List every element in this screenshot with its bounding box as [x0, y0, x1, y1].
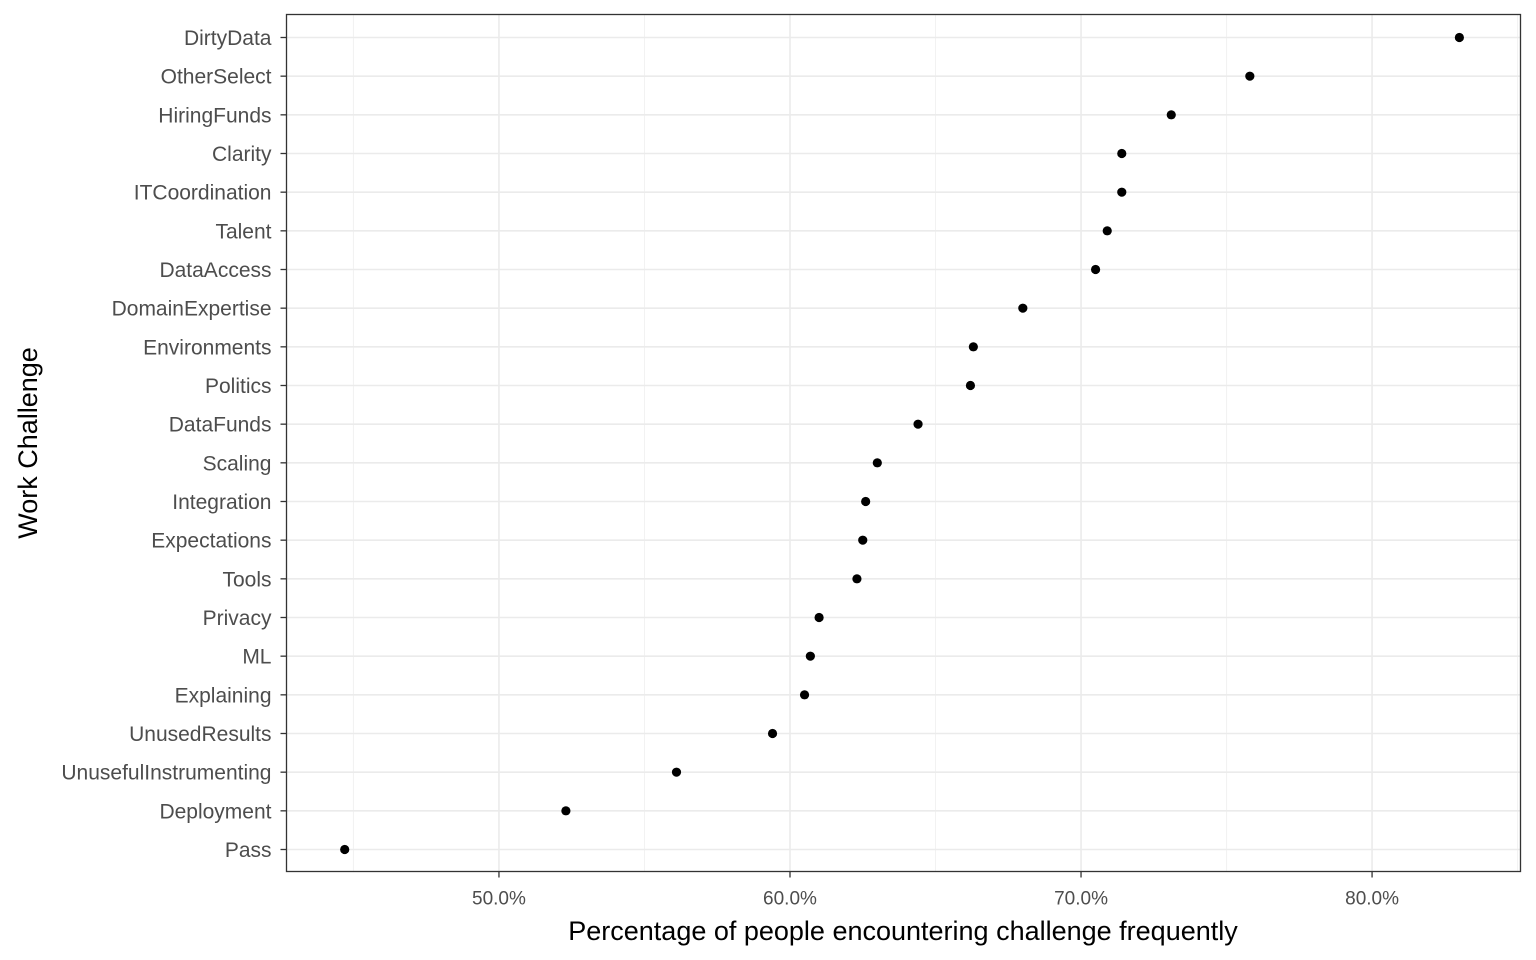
panel-border	[285, 13, 1522, 873]
y-tick-label: Pass	[225, 839, 272, 862]
y-axis-ticks	[280, 36, 287, 851]
y-tick-label: Politics	[205, 375, 272, 398]
data-point	[913, 419, 923, 429]
data-point	[1166, 110, 1176, 120]
minor-gridlines	[352, 14, 1519, 872]
y-tick-label: DomainExpertise	[112, 298, 272, 321]
y-tick-label: HiringFunds	[158, 104, 271, 127]
y-tick-label: DirtyData	[184, 27, 272, 50]
y-tick-label: UnusedResults	[129, 723, 271, 746]
y-axis-title: Work Challenge	[13, 347, 43, 539]
data-point	[805, 651, 815, 661]
data-point	[1102, 226, 1112, 236]
y-tick-label: OtherSelect	[161, 66, 272, 89]
y-tick-label: ML	[242, 646, 271, 669]
data-point	[852, 574, 862, 584]
data-point	[1090, 264, 1101, 275]
y-tick-label: DataFunds	[169, 414, 272, 437]
data-point	[799, 690, 810, 700]
data-point	[861, 496, 871, 507]
x-axis-labels: 50.0% 60.0% 70.0% 80.0%	[472, 889, 1399, 910]
data-point	[968, 342, 978, 352]
data-point	[872, 458, 882, 468]
y-tick-label: Scaling	[203, 452, 272, 475]
data-points	[340, 32, 1464, 855]
data-point	[1245, 71, 1255, 81]
x-tick-label: 70.0%	[1054, 889, 1108, 910]
data-point	[1117, 148, 1127, 159]
data-point	[671, 767, 682, 777]
y-tick-label: Talent	[215, 220, 271, 243]
x-axis-ticks	[498, 871, 1373, 878]
x-tick-label: 80.0%	[1345, 889, 1399, 910]
panel-background	[286, 14, 1521, 872]
data-point	[1454, 32, 1464, 43]
data-point	[965, 380, 976, 391]
major-gridlines	[286, 14, 1521, 872]
data-point	[561, 806, 571, 816]
y-tick-label: Deployment	[159, 800, 271, 823]
y-tick-label: Expectations	[151, 530, 271, 553]
y-tick-label: UnusefulInstrumenting	[61, 762, 271, 785]
y-tick-label: Tools	[222, 568, 271, 591]
y-tick-label: Integration	[172, 491, 271, 514]
data-point	[814, 612, 824, 623]
data-point	[858, 535, 868, 545]
x-tick-label: 60.0%	[763, 889, 817, 910]
y-tick-label: DataAccess	[159, 259, 271, 282]
x-tick-label: 50.0%	[472, 889, 526, 910]
data-point	[1117, 187, 1127, 197]
data-point	[767, 728, 778, 739]
y-tick-label: Privacy	[203, 607, 272, 630]
data-point	[1018, 303, 1028, 313]
data-point	[340, 844, 350, 855]
y-tick-label: Clarity	[212, 143, 272, 166]
y-tick-label: ITCoordination	[134, 182, 272, 205]
x-axis-title: Percentage of people encountering challe…	[568, 916, 1238, 946]
y-axis-labels: DirtyData OtherSelect HiringFunds Clarity IT…	[61, 27, 272, 862]
y-tick-label: Environments	[143, 336, 271, 359]
y-tick-label: Explaining	[175, 684, 272, 707]
